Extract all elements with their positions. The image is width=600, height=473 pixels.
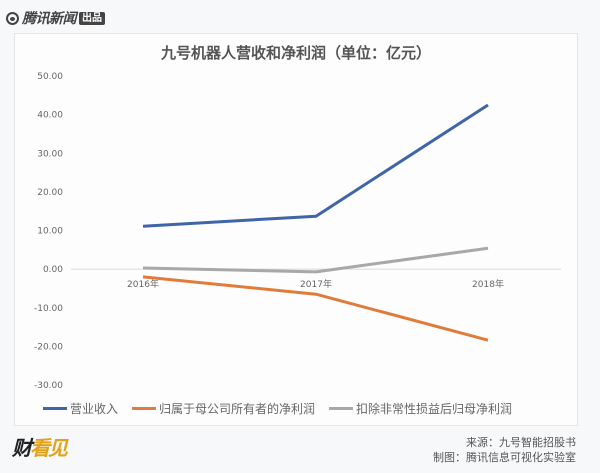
line-chart: 50.00 40.00 30.00 20.00 10.00 0.00 -10.00 -20.0… [34, 72, 561, 391]
y-tick-label: 0.00 [43, 265, 63, 275]
logo-text-b: 看见 [30, 436, 68, 460]
series-lines [142, 103, 489, 342]
made-by-text: 制图：腾讯信息可视化实验室 [433, 451, 576, 464]
credits: 来源：九号智能招股书 制图：腾讯信息可视化实验室 [433, 435, 576, 465]
y-tick-label: -30.00 [34, 381, 63, 391]
y-tick-label: 30.00 [37, 149, 63, 159]
legend-item-adjusted-profit: 扣除非常性损益后归母净利润 [329, 400, 512, 417]
x-tick-label: 2016年 [127, 278, 159, 290]
chart-title: 九号机器人营收和净利润（单位：亿元） [160, 44, 431, 62]
y-axis-labels: 50.00 40.00 30.00 20.00 10.00 0.00 -10.00 -20.0… [34, 72, 63, 391]
legend-swatch-revenue [43, 407, 67, 410]
y-tick-label: 20.00 [37, 188, 63, 198]
source-text: 来源：九号智能招股书 [466, 436, 576, 449]
y-tick-label: 40.00 [37, 111, 63, 121]
series-line [142, 275, 489, 342]
x-tick-label: 2017年 [300, 278, 332, 290]
brand-header: 腾讯新闻 出品 [6, 8, 105, 28]
chart-legend: 营业收入 归属于母公司所有者的净利润 扣除非常性损益后归母净利润 [43, 400, 512, 417]
brand-name: 腾讯新闻 [22, 11, 77, 27]
legend-label: 营业收入 [70, 402, 119, 416]
legend-item-revenue: 营业收入 [43, 400, 118, 417]
x-axis-labels: 2016年 2017年 2018年 [127, 278, 504, 290]
y-tick-label: 50.00 [37, 72, 63, 82]
series-line [142, 103, 489, 228]
legend-label: 扣除非常性损益后归母净利润 [356, 402, 513, 416]
tencent-news-logo-icon [6, 11, 19, 25]
chart-card: 九号机器人营收和净利润（单位：亿元） 50.00 40.00 30.00 20.00 1… [14, 33, 578, 426]
legend-swatch-adjusted-profit [329, 407, 354, 410]
legend-label: 归属于母公司所有者的净利润 [159, 402, 316, 416]
legend-item-net-profit: 归属于母公司所有者的净利润 [132, 400, 315, 417]
series-line [142, 246, 489, 274]
caikanjian-logo: 财看见 [12, 432, 68, 461]
logo-text-a: 财 [12, 436, 32, 460]
brand-badge: 出品 [79, 11, 105, 25]
y-tick-label: -20.00 [34, 342, 63, 352]
y-tick-label: 10.00 [37, 227, 63, 237]
legend-swatch-net-profit [132, 407, 157, 410]
y-tick-label: -10.00 [34, 304, 63, 314]
x-tick-label: 2018年 [472, 278, 504, 290]
